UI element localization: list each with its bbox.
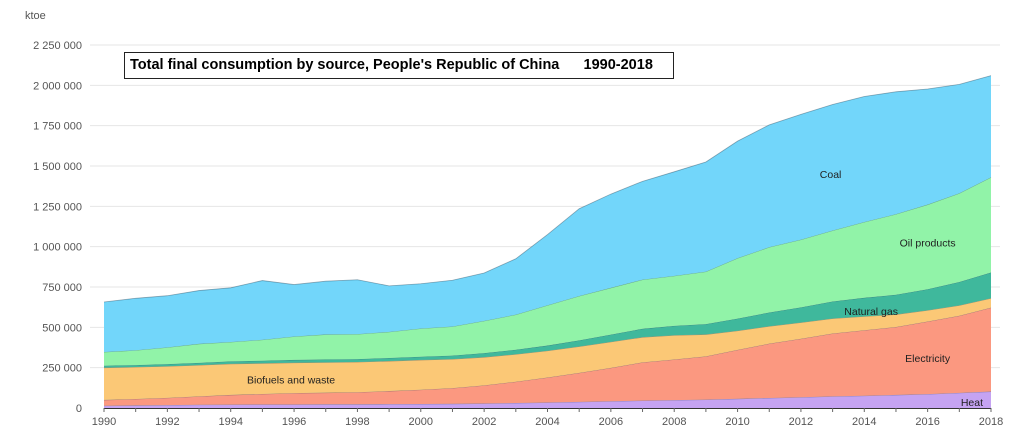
x-tick-label: 2016 xyxy=(915,416,939,428)
y-tick-label: 250 000 xyxy=(42,363,82,375)
x-tick-label: 2006 xyxy=(599,416,623,428)
y-tick-label: 2 000 000 xyxy=(33,80,82,92)
x-tick-label: 1996 xyxy=(282,416,306,428)
area-coal xyxy=(104,75,991,353)
area-biofuels-and-waste xyxy=(104,298,991,400)
y-tick-label: 500 000 xyxy=(42,322,82,334)
y-tick-label: 750 000 xyxy=(42,282,82,294)
series-label-electricity: Electricity xyxy=(905,353,951,365)
x-tick-label: 1992 xyxy=(155,416,179,428)
series-label-oil-products: Oil products xyxy=(900,238,956,250)
y-tick-label: 1 750 000 xyxy=(33,121,82,133)
y-axis-unit-label: ktoe xyxy=(25,10,46,22)
x-axis: 1990 1992 1994 1996 1998 2000 2002 2004 2006 2008… xyxy=(92,408,1003,428)
series-label-coal: Coal xyxy=(820,169,842,181)
area-series-group xyxy=(103,75,992,408)
area-edge-coal xyxy=(103,75,992,303)
chart-title: Total final consumption by source, Peopl… xyxy=(124,52,674,79)
series-labels: Heat Electricity Biofuels and waste Natural… xyxy=(247,169,983,409)
y-tick-label: 0 xyxy=(76,403,82,415)
area-natural-gas xyxy=(104,272,991,368)
x-tick-label: 1994 xyxy=(218,416,242,428)
x-tick-label: 2014 xyxy=(852,416,876,428)
x-tick-label: 2010 xyxy=(725,416,749,428)
x-tick-label: 2002 xyxy=(472,416,496,428)
series-label-biofuels-and-waste: Biofuels and waste xyxy=(247,374,335,386)
x-tick-label: 2004 xyxy=(535,416,559,428)
y-tick-label: 1 250 000 xyxy=(33,201,82,213)
x-tick-label: 2008 xyxy=(662,416,686,428)
y-tick-label: 1 500 000 xyxy=(33,161,82,173)
area-heat xyxy=(104,391,991,408)
x-tick-label: 2018 xyxy=(979,416,1003,428)
y-tick-label: 2 250 000 xyxy=(33,40,82,52)
series-label-natural-gas: Natural gas xyxy=(844,306,898,318)
x-tick-label: 2012 xyxy=(789,416,813,428)
x-tick-label: 1998 xyxy=(345,416,369,428)
y-tick-label: 1 000 000 xyxy=(33,242,82,254)
area-oil-products xyxy=(104,177,991,366)
x-tick-label: 1990 xyxy=(92,416,116,428)
series-label-heat: Heat xyxy=(961,397,983,409)
area-electricity xyxy=(104,307,991,406)
x-tick-label: 2000 xyxy=(409,416,433,428)
y-axis: 0 250 000 500 000 750 000 1 000 000 1 250 000… xyxy=(33,40,82,415)
